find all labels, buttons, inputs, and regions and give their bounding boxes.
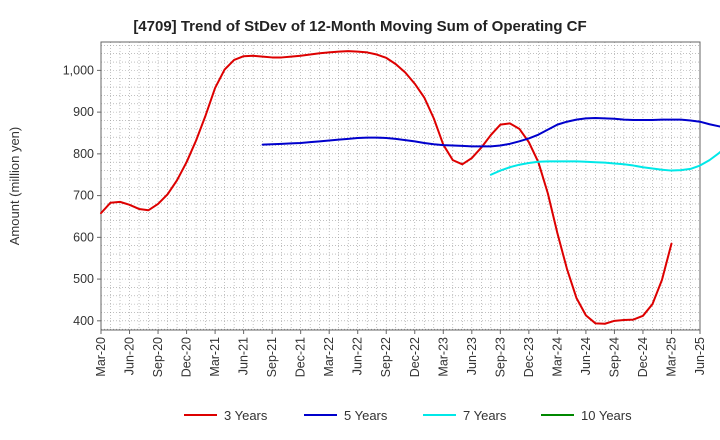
legend-item-10-years: 10 Years [541, 408, 632, 423]
x-tick-label: Mar-22 [322, 337, 336, 377]
x-tick-label: Jun-24 [579, 337, 593, 375]
x-tick-label: Dec-22 [408, 337, 422, 377]
series-lines [100, 50, 720, 325]
legend-label: 7 Years [463, 408, 507, 423]
legend-item-7-years: 7 Years [423, 408, 507, 423]
x-axis-ticks: Mar-20 Jun-20 Sep-20 Dec-20 Mar-21 Jun-21 Sep-… [94, 330, 707, 377]
series-line-5-years [261, 116, 720, 148]
x-tick-label: Sep-22 [379, 337, 393, 377]
legend-item-3-years: 3 Years [184, 408, 268, 423]
x-tick-label: Jun-23 [465, 337, 479, 375]
y-tick-label: 400 [73, 314, 94, 328]
series-line-3-years [100, 50, 673, 325]
y-tick-label: 900 [73, 105, 94, 119]
x-tick-label: Mar-25 [664, 337, 678, 377]
x-tick-label: Jun-21 [237, 337, 251, 375]
legend-label: 5 Years [344, 408, 388, 423]
legend: 3 Years 5 Years 7 Years 10 Years [184, 408, 632, 423]
y-axis-label: Amount (million yen) [7, 127, 22, 246]
x-tick-label: Mar-20 [94, 337, 108, 377]
x-tick-label: Jun-20 [123, 337, 137, 375]
x-tick-label: Jun-25 [693, 337, 707, 375]
legend-item-5-years: 5 Years [304, 408, 388, 423]
legend-label: 10 Years [581, 408, 632, 423]
x-tick-label: Mar-23 [436, 337, 450, 377]
x-tick-label: Sep-20 [151, 337, 165, 377]
x-tick-label: Sep-21 [265, 337, 279, 377]
x-tick-label: Sep-23 [493, 337, 507, 377]
chart-title: [4709] Trend of StDev of 12-Month Moving… [133, 18, 586, 35]
x-tick-label: Dec-24 [636, 337, 650, 377]
x-tick-label: Jun-22 [351, 337, 365, 375]
x-tick-label: Mar-21 [208, 337, 222, 377]
x-tick-label: Dec-21 [294, 337, 308, 377]
gridlines [100, 42, 701, 330]
series-line-7-years [489, 150, 720, 176]
x-tick-label: Mar-24 [550, 337, 564, 377]
y-tick-label: 800 [73, 147, 94, 161]
legend-label: 3 Years [224, 408, 268, 423]
x-tick-label: Dec-20 [180, 337, 194, 377]
y-axis-ticks: 400 500 600 700 800 900 1,000 [63, 63, 101, 328]
x-tick-label: Dec-23 [522, 337, 536, 377]
plot-area [100, 41, 701, 331]
y-tick-label: 700 [73, 189, 94, 203]
y-tick-label: 600 [73, 230, 94, 244]
x-tick-label: Sep-24 [607, 337, 621, 377]
y-tick-label: 1,000 [63, 63, 94, 77]
y-tick-label: 500 [73, 272, 94, 286]
